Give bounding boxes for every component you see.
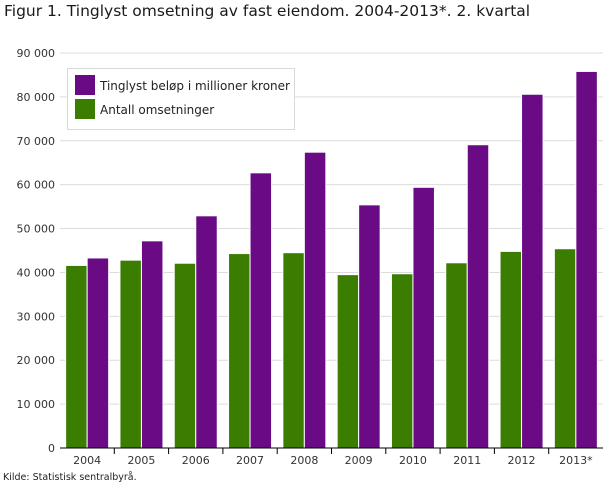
y-tick-label: 80 000 xyxy=(17,91,56,104)
x-tick-label: 2006 xyxy=(182,454,210,467)
bar-belop xyxy=(140,240,164,449)
bars xyxy=(65,70,598,449)
legend-box xyxy=(67,68,295,130)
y-tick-label: 70 000 xyxy=(17,135,56,148)
x-tick-label: 2010 xyxy=(399,454,427,467)
bar-belop xyxy=(195,215,218,449)
y-tick-label: 30 000 xyxy=(17,310,56,323)
y-tick-label: 90 000 xyxy=(17,47,56,60)
legend-label: Antall omsetninger xyxy=(100,103,214,117)
y-axis-ticks: 0 10 000 20 000 30 000 40 000 50 000 60 000 70 … xyxy=(17,47,56,455)
legend-swatch xyxy=(75,99,95,119)
bar-belop xyxy=(521,93,544,449)
x-tick-label: 2013* xyxy=(559,454,593,467)
y-tick-label: 60 000 xyxy=(17,179,56,192)
legend-swatch xyxy=(75,75,95,95)
x-tick-label: 2011 xyxy=(453,454,481,467)
bar-belop xyxy=(303,151,327,449)
y-tick-label: 0 xyxy=(48,442,55,455)
x-tick-label: 2012 xyxy=(508,454,536,467)
x-tick-label: 2009 xyxy=(345,454,373,467)
bar-belop xyxy=(575,70,598,449)
bar-antall xyxy=(390,273,414,449)
x-tick-label: 2004 xyxy=(73,454,101,467)
bar-belop xyxy=(358,204,381,449)
bar-belop xyxy=(86,257,110,449)
y-tick-label: 10 000 xyxy=(17,398,56,411)
bar-antall xyxy=(499,250,523,449)
bar-antall xyxy=(119,259,142,449)
bar-antall xyxy=(282,252,305,449)
bar-antall xyxy=(553,248,577,449)
legend: Tinglyst beløp i millioner kroner Antall … xyxy=(67,68,295,130)
y-tick-label: 40 000 xyxy=(17,266,56,279)
x-axis-ticks: 2004 2005 2006 2007 2008 2009 2010 2011 2012 2013… xyxy=(73,448,593,467)
x-tick-label: 2008 xyxy=(290,454,318,467)
source-note: Kilde: Statistisk sentralbyrå. xyxy=(3,472,137,483)
bar-belop xyxy=(466,144,490,449)
chart-title: Figur 1. Tinglyst omsetning av fast eien… xyxy=(4,2,531,20)
x-tick-label: 2007 xyxy=(236,454,264,467)
bar-antall xyxy=(228,253,251,449)
bar-belop xyxy=(412,186,435,449)
bar-antall xyxy=(65,264,88,449)
y-tick-label: 50 000 xyxy=(17,223,56,236)
y-tick-label: 20 000 xyxy=(17,354,56,367)
legend-label: Tinglyst beløp i millioner kroner xyxy=(99,79,290,93)
x-tick-label: 2005 xyxy=(127,454,155,467)
bar-antall xyxy=(336,274,360,449)
bar-belop xyxy=(249,172,273,449)
bar-antall xyxy=(445,262,468,449)
bar-antall xyxy=(173,262,197,449)
